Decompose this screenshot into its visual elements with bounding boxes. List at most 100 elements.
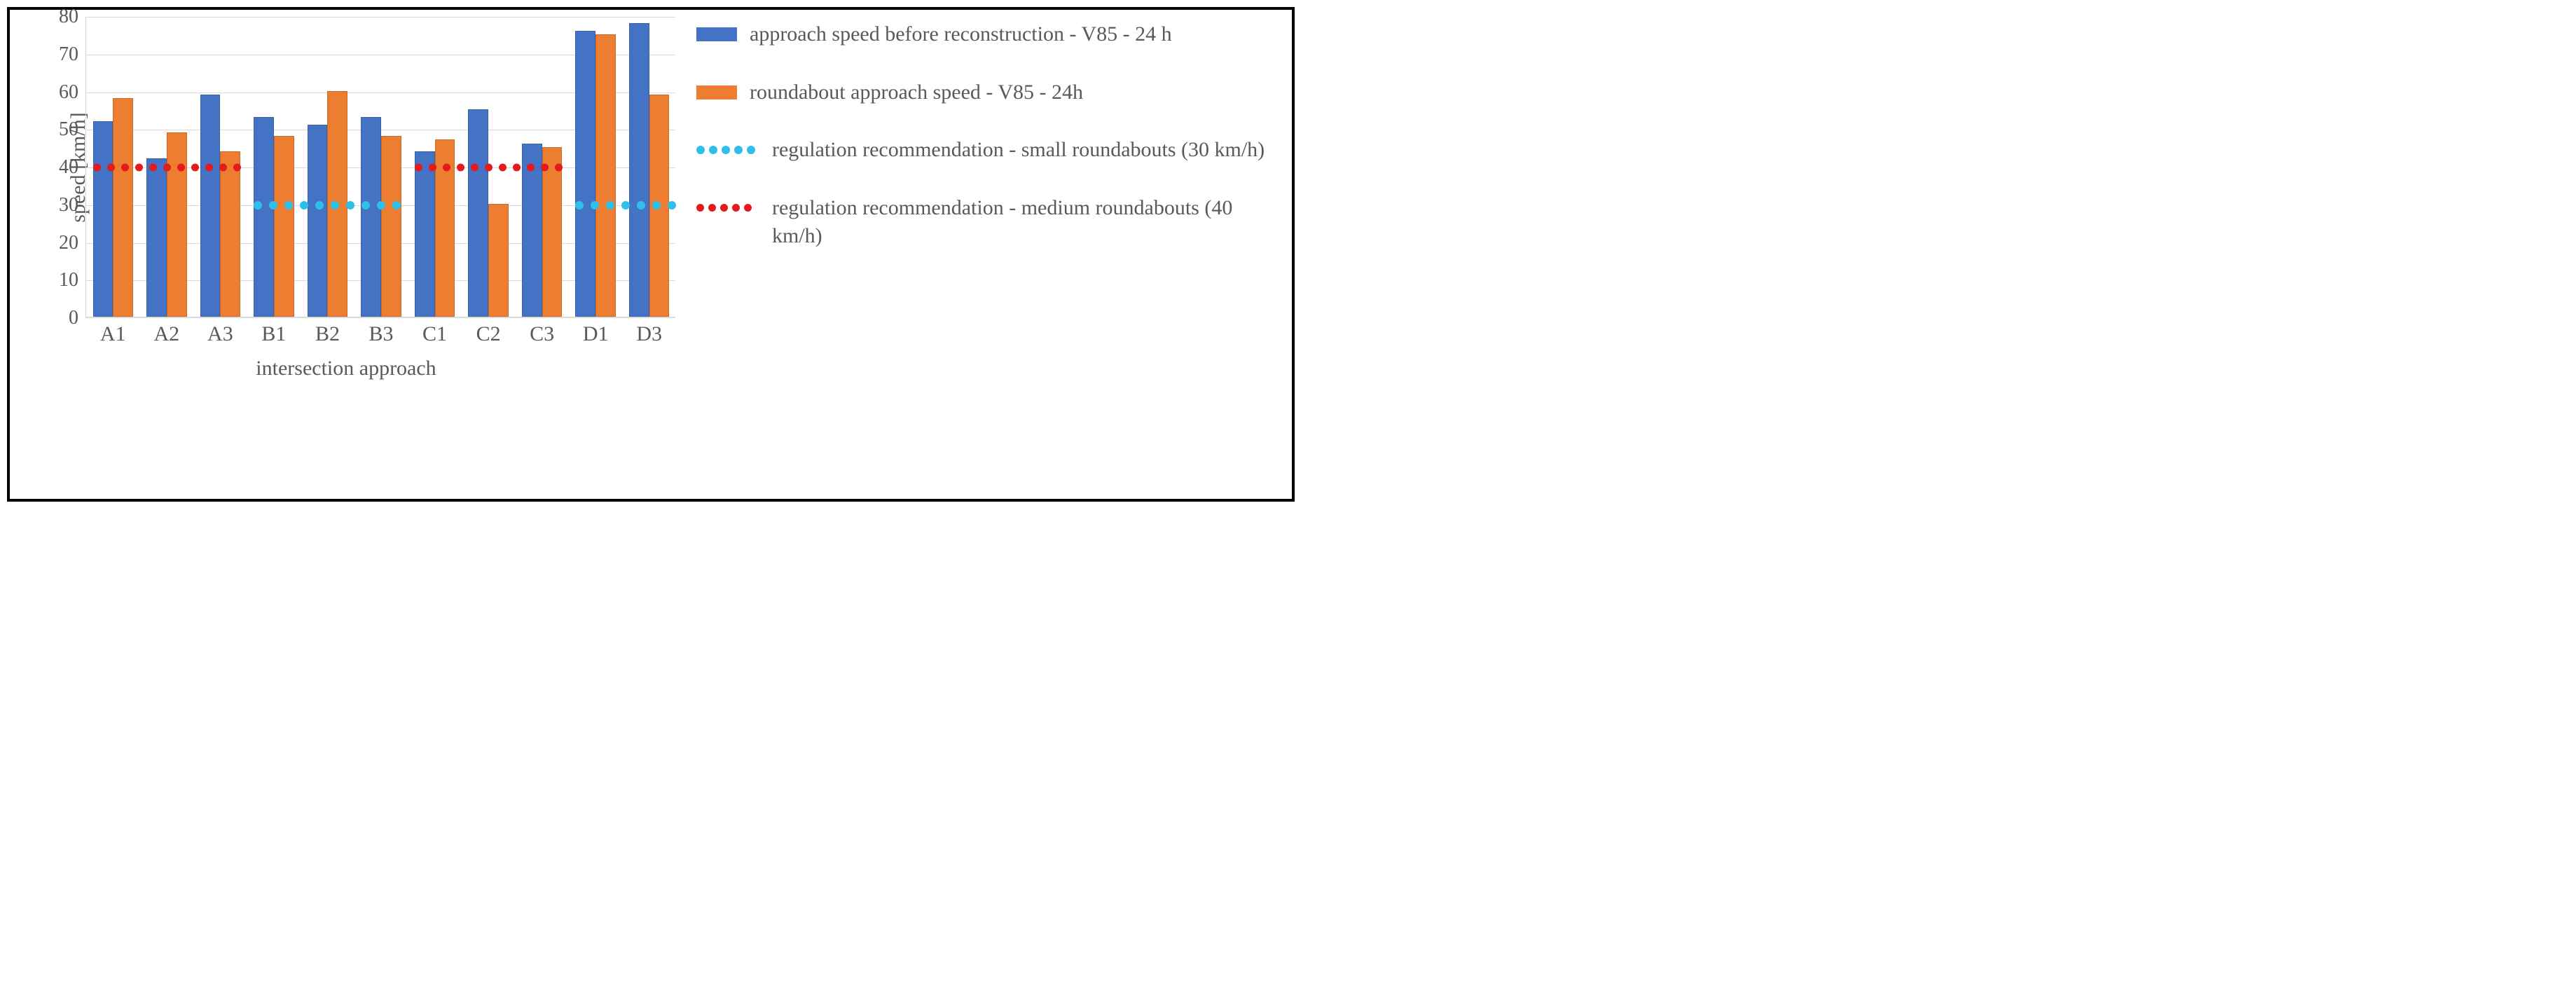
y-tick-label: 70 <box>59 43 78 66</box>
bar-group <box>146 132 186 317</box>
regulation-dot <box>346 201 354 209</box>
regulation-dot <box>591 201 599 209</box>
legend-dot <box>732 204 740 212</box>
x-tick-label: A3 <box>207 322 233 346</box>
bar <box>167 132 187 317</box>
legend-swatch <box>696 85 737 99</box>
regulation-dot <box>443 164 450 172</box>
x-tick-label: B1 <box>261 322 286 346</box>
x-tick-label: C3 <box>530 322 554 346</box>
legend-swatch <box>696 143 759 157</box>
regulation-dot <box>621 201 630 209</box>
legend-item: regulation recommendation - medium round… <box>696 194 1285 251</box>
regulation-dot <box>471 164 478 172</box>
bar <box>361 117 381 317</box>
regulation-dot <box>457 164 464 172</box>
bar <box>308 125 328 317</box>
regulation-dot <box>300 201 308 209</box>
bar <box>146 158 167 317</box>
bar <box>220 151 240 317</box>
x-tick-label: A2 <box>153 322 179 346</box>
bar <box>113 98 133 317</box>
regulation-dot <box>121 164 129 172</box>
regulation-dot <box>107 164 115 172</box>
legend-swatch <box>696 27 737 41</box>
regulation-dot <box>149 164 157 172</box>
y-tick-label: 10 <box>59 269 78 291</box>
legend-label: approach speed before reconstruction - V… <box>750 20 1285 49</box>
y-tick-label: 60 <box>59 81 78 104</box>
y-ticks: 01020304050607080 <box>47 17 85 318</box>
legend-dot <box>696 146 705 154</box>
y-tick-label: 20 <box>59 232 78 254</box>
legend-item: roundabout approach speed - V85 - 24h <box>696 78 1285 107</box>
regulation-dot <box>513 164 521 172</box>
regulation-dot <box>415 164 422 172</box>
bar-group <box>468 109 508 317</box>
regulation-dot <box>135 164 143 172</box>
y-tick-label: 50 <box>59 118 78 141</box>
y-tick-label: 40 <box>59 156 78 179</box>
regulation-dot <box>527 164 535 172</box>
x-axis-title: intersection approach <box>17 357 675 380</box>
regulation-dot <box>177 164 185 172</box>
y-tick-label: 0 <box>69 307 78 329</box>
bar <box>468 109 488 317</box>
y-tick-label: 30 <box>59 194 78 216</box>
legend-dot <box>709 146 717 154</box>
x-tick-label: D3 <box>636 322 662 346</box>
regulation-dot <box>606 201 614 209</box>
x-tick-label: B2 <box>315 322 340 346</box>
bar <box>200 95 221 317</box>
regulation-dot <box>361 201 370 209</box>
regulation-dot <box>392 201 401 209</box>
chart-left-block: speed [km/h] 01020304050607080 A1A2A3B1B… <box>85 17 675 318</box>
regulation-dot <box>233 164 241 172</box>
regulation-line <box>254 201 401 209</box>
regulation-line <box>93 164 241 172</box>
regulation-dot <box>269 201 277 209</box>
regulation-dot <box>429 164 436 172</box>
bar-group <box>93 98 133 317</box>
legend-label: roundabout approach speed - V85 - 24h <box>750 78 1285 107</box>
regulation-dot <box>637 201 645 209</box>
regulation-dot <box>93 164 101 172</box>
x-tick-label: B3 <box>369 322 393 346</box>
regulation-line <box>575 201 669 209</box>
bar <box>595 34 616 317</box>
regulation-dot <box>575 201 584 209</box>
legend-dot <box>696 204 704 212</box>
regulation-dot <box>284 201 293 209</box>
bar-group <box>200 95 240 317</box>
regulation-dot <box>377 201 385 209</box>
bar <box>93 121 113 317</box>
regulation-dot <box>254 201 262 209</box>
bar <box>254 117 274 317</box>
chart-area: speed [km/h] 01020304050607080 A1A2A3B1B… <box>17 17 675 380</box>
legend-item: approach speed before reconstruction - V… <box>696 20 1285 49</box>
x-tick-label: C1 <box>422 322 447 346</box>
bar-group <box>575 31 615 317</box>
regulation-dot <box>331 201 339 209</box>
legend-label: regulation recommendation - small rounda… <box>772 136 1285 165</box>
regulation-dot <box>191 164 199 172</box>
legend-dot <box>744 204 752 212</box>
chart-frame: speed [km/h] 01020304050607080 A1A2A3B1B… <box>7 7 1295 502</box>
regulation-dot <box>652 201 661 209</box>
regulation-dot <box>499 164 507 172</box>
regulation-dot <box>315 201 324 209</box>
grid-line <box>86 17 675 18</box>
legend-dot <box>722 146 730 154</box>
x-tick-label: A1 <box>100 322 126 346</box>
bar <box>488 204 509 317</box>
bar-group <box>629 23 669 317</box>
legend-dot <box>734 146 743 154</box>
bar <box>575 31 595 317</box>
legend: approach speed before reconstruction - V… <box>675 17 1285 280</box>
regulation-line <box>415 164 563 172</box>
y-tick-label: 80 <box>59 6 78 28</box>
bar <box>415 151 435 317</box>
regulation-dot <box>668 201 676 209</box>
legend-dot <box>747 146 755 154</box>
x-tick-label: D1 <box>583 322 609 346</box>
